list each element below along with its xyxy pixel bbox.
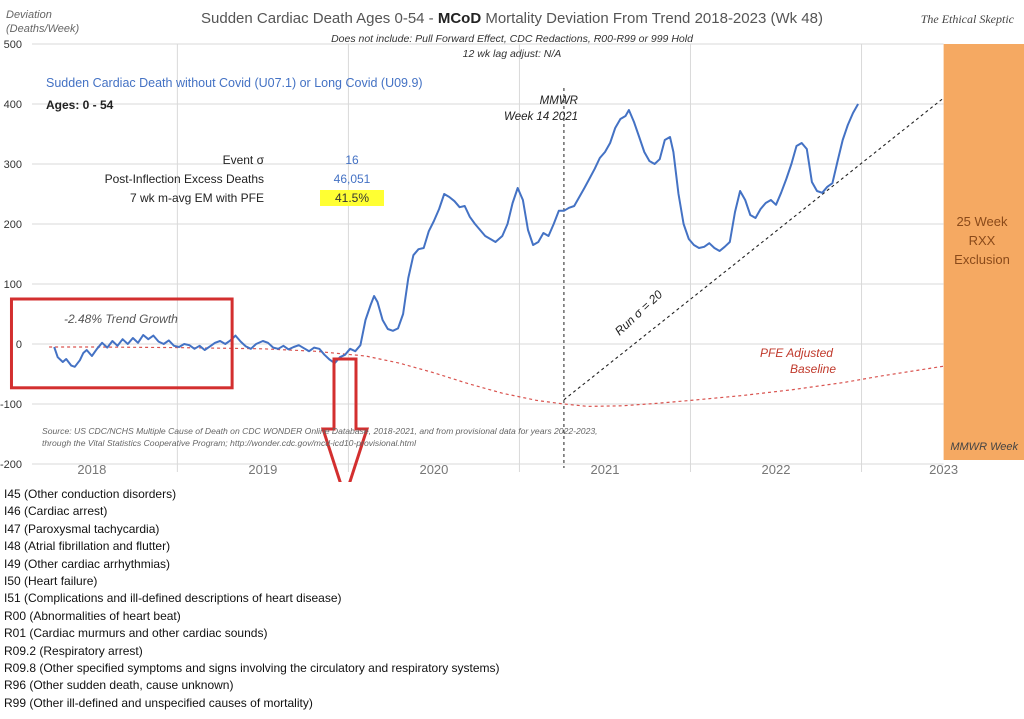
code-item: I48 (Atrial fibrillation and flutter): [4, 539, 171, 554]
title-bold: MCoD: [437, 10, 482, 27]
x-year-label: 2018: [77, 462, 106, 477]
highlight-box: [9, 297, 234, 390]
x-year-label: 2021: [591, 462, 620, 477]
title-part-b: Mortality Deviation From Trend 2018-2023…: [481, 10, 823, 27]
series-title: Sudden Cardiac Death without Covid (U07.…: [46, 76, 423, 90]
x-year-label: 2019: [248, 462, 277, 477]
pfe-label-line1: PFE Adjusted: [760, 346, 833, 360]
brand-watermark: The Ethical Skeptic: [920, 12, 1014, 26]
icd-code-list: I45 (Other conduction disorders) I46 (Ca…: [4, 486, 1014, 712]
y-axis-label: Deviation (Deaths/Week): [6, 9, 80, 35]
trend-growth-label: -2.48% Trend Growth: [64, 312, 178, 326]
code-item: R09.2 (Respiratory arrest): [4, 643, 143, 658]
code-item: I49 (Other cardiac arrhythmias): [4, 556, 171, 571]
code-item: R09.8 (Other specified symptoms and sign…: [4, 661, 500, 676]
code-item: R01 (Cardiac murmurs and other cardiac s…: [4, 626, 268, 641]
exclusion-label: 25 Week RXX Exclusion: [942, 212, 1022, 269]
subtitle-lag: 12 wk lag adjust: N/A: [462, 48, 562, 60]
stat-label-event-sigma: Event σ: [222, 153, 264, 167]
mmwr-week-label: MMWR Week: [950, 441, 1018, 453]
code-item: R99 (Other ill-defined and unspecified c…: [4, 695, 313, 710]
run-sigma-trendline: [563, 97, 944, 401]
exclusion-line3: Exclusion: [954, 252, 1010, 267]
exclusion-line1: 25 Week: [956, 214, 1008, 229]
y-tick-label: 0: [16, 339, 22, 351]
x-year-label: 2022: [762, 462, 791, 477]
code-item: I46 (Cardiac arrest): [4, 504, 108, 519]
stat-label-excess-deaths: Post-Inflection Excess Deaths: [104, 172, 264, 186]
subtitle-exclusions: Does not include: Pull Forward Effect, C…: [331, 33, 693, 45]
highlight-down-arrow: [320, 357, 370, 482]
code-item: I47 (Paroxysmal tachycardia): [4, 521, 160, 536]
stat-label-em-pfe: 7 wk m-avg EM with PFE: [129, 191, 264, 205]
sudden-cardiac-death-series-line: [53, 103, 859, 368]
x-year-label: 2020: [419, 462, 448, 477]
code-item: R00 (Abnormalities of heart beat): [4, 608, 181, 623]
title-part-a: Sudden Cardiac Death Ages 0-54 -: [201, 10, 438, 27]
stat-value-excess-deaths: 46,051: [333, 172, 371, 186]
code-item: I50 (Heart failure): [4, 574, 98, 589]
mmwr-line1: MMWR: [539, 95, 578, 107]
x-year-label: 2023: [929, 462, 958, 477]
code-item: R96 (Other sudden death, cause unknown): [4, 678, 234, 693]
source-note: Source: US CDC/NCHS Multiple Cause of De…: [42, 426, 598, 448]
chart-area: -200 -100 0 100 200 300 400 500 2018 2019 2020 2021…: [0, 9, 1024, 482]
pfe-label-line2: Baseline: [790, 362, 837, 376]
y-tick-label: -100: [0, 399, 22, 411]
mmwr-line2: Week 14 2021: [504, 111, 578, 123]
pfe-baseline-line: [49, 346, 944, 408]
ages-label: Ages: 0 - 54: [46, 98, 114, 112]
deviation-chart: -200 -100 0 100 200 300 400 500 2018 2019 2020 2021…: [0, 39, 1024, 482]
code-item: I45 (Other conduction disorders): [4, 487, 177, 501]
y-tick-label: 100: [4, 279, 22, 291]
exclusion-band: [943, 44, 1024, 460]
exclusion-line2: RXX: [968, 233, 996, 248]
stat-value-em-pfe: 41.5%: [320, 190, 384, 206]
y-tick-label: -200: [0, 459, 22, 471]
y-tick-label: 500: [4, 39, 22, 51]
y-tick-label: 400: [4, 99, 22, 111]
y-tick-label: 200: [4, 219, 22, 231]
chart-title: Sudden Cardiac Death Ages 0-54 - MCoD Mo…: [0, 10, 1024, 27]
y-tick-label: 300: [4, 159, 22, 171]
stat-value-event-sigma: 16: [345, 153, 359, 167]
code-item: I51 (Complications and ill-defined descr…: [4, 591, 342, 606]
